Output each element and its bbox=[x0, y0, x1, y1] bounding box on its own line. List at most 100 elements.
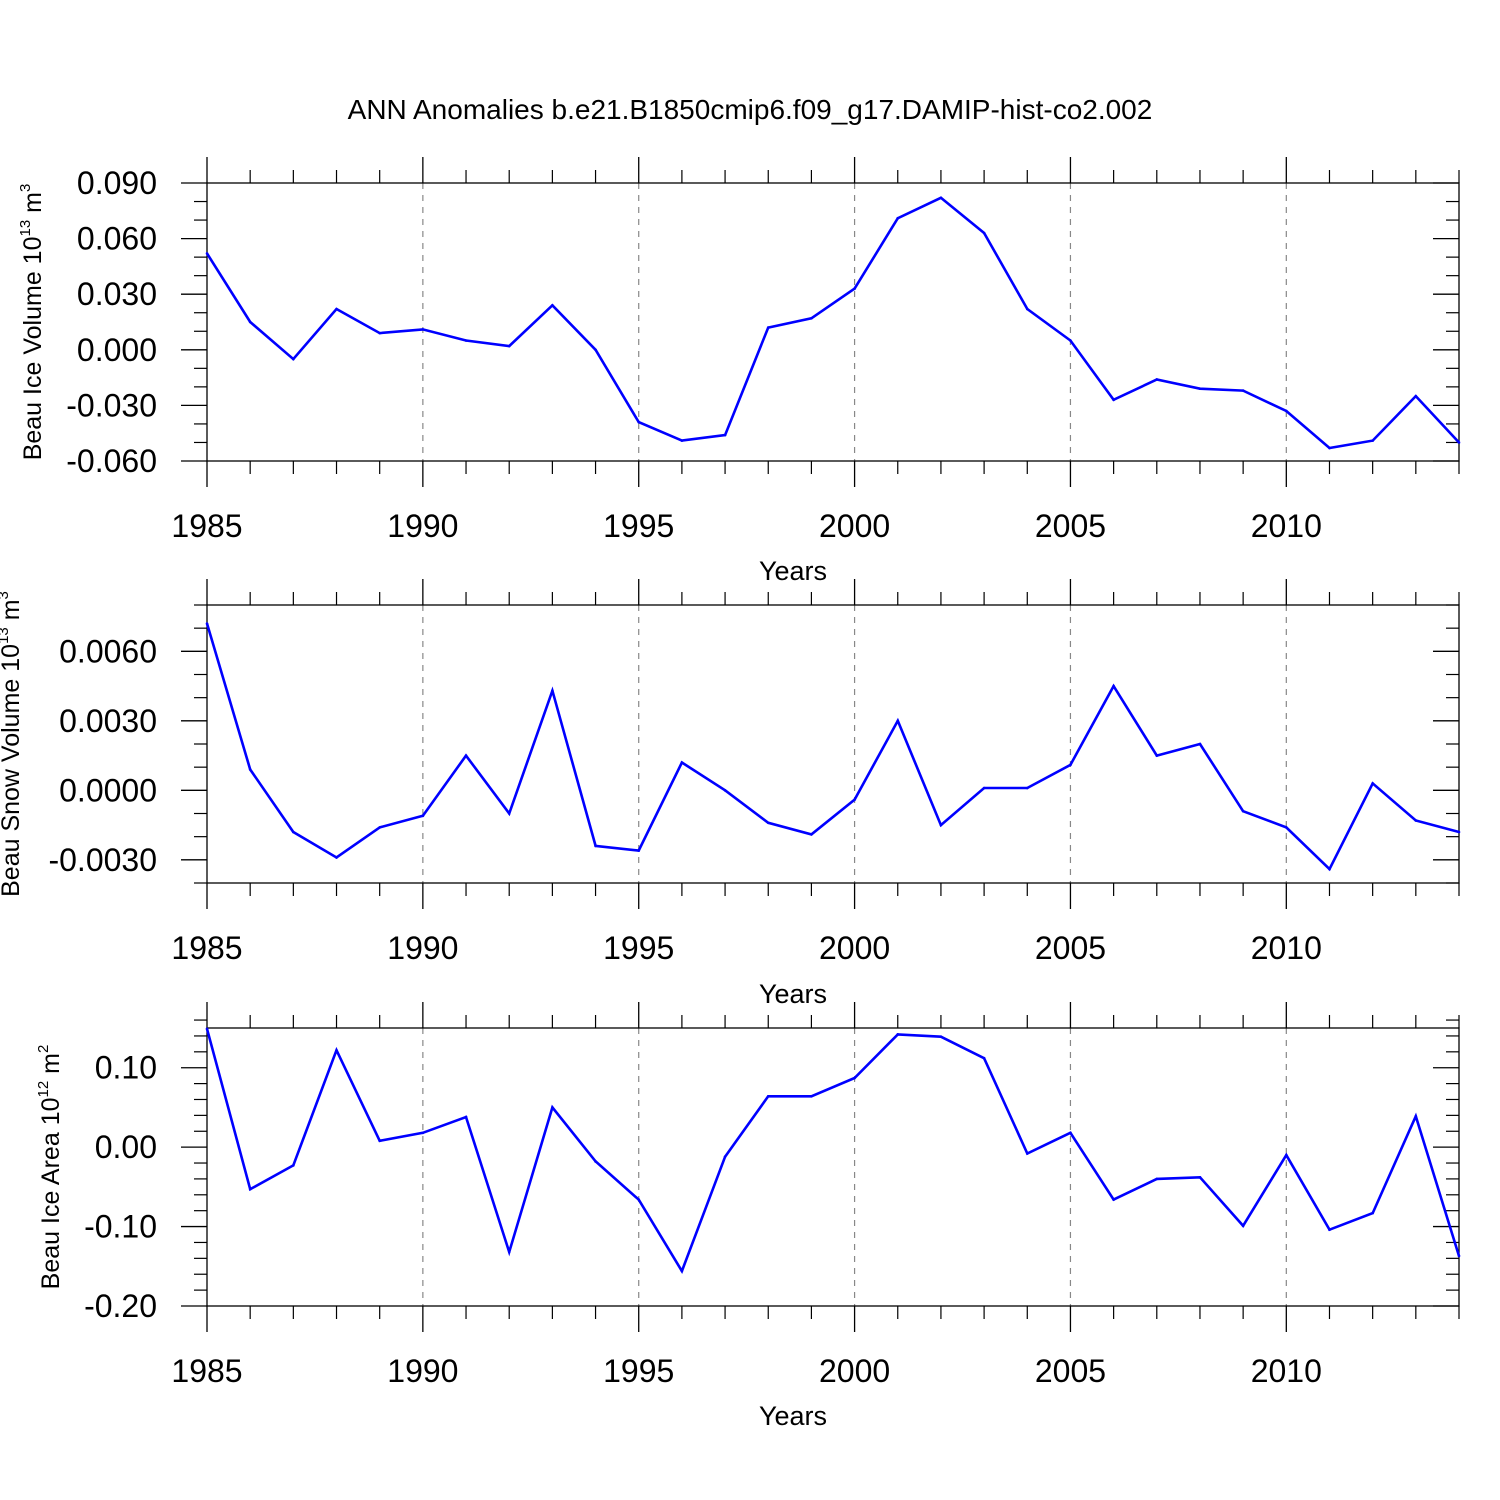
data-point bbox=[939, 1035, 943, 1039]
data-point bbox=[1285, 826, 1288, 829]
data-point bbox=[1025, 786, 1029, 790]
y-axis-label-unit: m bbox=[37, 1053, 65, 1081]
data-point bbox=[594, 1160, 597, 1163]
data-point bbox=[335, 856, 338, 859]
data-point bbox=[982, 786, 986, 790]
data-point bbox=[248, 768, 252, 771]
y-tick-label: 0.00 bbox=[95, 1129, 157, 1165]
data-point bbox=[723, 1155, 727, 1158]
y-axis-label-main: Beau Snow Volume 10 bbox=[0, 644, 25, 897]
x-tick-label: 2000 bbox=[819, 508, 890, 544]
panel-3: 1985 1990 1995 2000 2005 2010 -0.20 -0.10 0.00 0.… bbox=[35, 1002, 1461, 1431]
data-point bbox=[1198, 387, 1202, 391]
x-tick-label: 1985 bbox=[171, 930, 242, 966]
data-point bbox=[421, 1131, 425, 1135]
y-tick-label: -0.030 bbox=[66, 387, 157, 423]
data-point bbox=[1155, 1177, 1159, 1181]
data-point bbox=[810, 833, 813, 836]
data-point bbox=[464, 1115, 468, 1119]
data-point bbox=[421, 814, 425, 818]
y-tick-label: 0.090 bbox=[77, 165, 157, 201]
data-point bbox=[1155, 754, 1159, 757]
data-point bbox=[1414, 1114, 1418, 1118]
data-point bbox=[680, 761, 684, 764]
x-tick-label: 2010 bbox=[1251, 1353, 1322, 1389]
data-point bbox=[378, 1139, 381, 1143]
data-point bbox=[637, 849, 641, 852]
data-point bbox=[1457, 1254, 1461, 1258]
data-point bbox=[594, 348, 597, 352]
data-point bbox=[1241, 1224, 1245, 1228]
x-axis-label: Years bbox=[759, 979, 827, 1009]
data-point bbox=[1025, 307, 1029, 311]
data-point bbox=[378, 826, 381, 829]
y-tick-label: -0.10 bbox=[84, 1209, 157, 1245]
data-point bbox=[1414, 819, 1418, 822]
data-point bbox=[1025, 1152, 1029, 1155]
data-point bbox=[248, 320, 252, 324]
data-point bbox=[1371, 1211, 1374, 1215]
y-axis-label-unit-exponent: 2 bbox=[35, 1045, 52, 1053]
data-point bbox=[1241, 809, 1245, 813]
plot-frame bbox=[206, 604, 1460, 884]
data-point bbox=[292, 357, 295, 361]
y-tick-label: 0.060 bbox=[77, 221, 157, 257]
data-point bbox=[378, 331, 381, 335]
y-tick-label: 0.10 bbox=[95, 1050, 157, 1086]
data-point bbox=[464, 754, 468, 757]
data-point bbox=[1112, 398, 1115, 402]
data-point bbox=[939, 196, 943, 200]
y-tick-label: 0.000 bbox=[77, 332, 157, 368]
data-point bbox=[939, 823, 943, 827]
y-axis-label-exponent: 12 bbox=[35, 1081, 52, 1098]
data-point bbox=[1155, 378, 1159, 381]
data-point bbox=[766, 326, 770, 329]
data-point bbox=[551, 689, 554, 693]
y-tick-label: 0.030 bbox=[77, 276, 157, 312]
y-axis-label-unit-exponent: 3 bbox=[0, 591, 12, 599]
data-point bbox=[1069, 763, 1072, 767]
x-tick-label: 1985 bbox=[171, 1353, 242, 1389]
data-point bbox=[292, 1164, 295, 1167]
x-tick-label: 1990 bbox=[387, 508, 458, 544]
data-point bbox=[1112, 684, 1115, 688]
data-point bbox=[335, 1048, 338, 1052]
data-point bbox=[853, 287, 856, 290]
plot-frame bbox=[206, 1027, 1460, 1307]
y-tick-label: 0.0060 bbox=[59, 633, 157, 669]
series-line-1 bbox=[205, 196, 1460, 450]
x-axis-label: Years bbox=[759, 556, 827, 586]
data-point bbox=[637, 420, 641, 424]
data-point bbox=[680, 1269, 684, 1273]
data-point bbox=[507, 1250, 511, 1254]
data-point bbox=[1285, 1153, 1288, 1157]
data-point bbox=[1069, 1131, 1072, 1135]
data-point bbox=[853, 1076, 856, 1080]
y-axis-label-unit: m bbox=[19, 192, 47, 220]
data-point bbox=[723, 789, 727, 792]
y-tick-label: 0.0000 bbox=[59, 772, 157, 808]
x-tick-label: 1990 bbox=[387, 1353, 458, 1389]
data-point bbox=[292, 830, 295, 834]
data-point bbox=[1069, 339, 1072, 342]
data-point bbox=[205, 252, 209, 255]
x-tick-label: 1995 bbox=[603, 930, 674, 966]
data-point bbox=[982, 1056, 986, 1060]
y-tick-label: -0.20 bbox=[84, 1288, 157, 1324]
figure-title: ANN Anomalies b.e21.B1850cmip6.f09_g17.D… bbox=[348, 94, 1153, 125]
data-point bbox=[1457, 441, 1461, 444]
data-point bbox=[1371, 782, 1374, 785]
data-point bbox=[1328, 867, 1331, 871]
y-tick-label: -0.0030 bbox=[48, 842, 157, 878]
x-tick-label: 1995 bbox=[603, 1353, 674, 1389]
data-point bbox=[1198, 1176, 1202, 1179]
data-point bbox=[464, 339, 468, 342]
data-point bbox=[766, 1095, 770, 1098]
data-point bbox=[205, 622, 209, 625]
y-tick-label: 0.0030 bbox=[59, 703, 157, 739]
data-point bbox=[594, 844, 597, 848]
x-tick-label: 2005 bbox=[1035, 930, 1106, 966]
data-point bbox=[551, 1106, 554, 1109]
y-axis-label-exponent: 13 bbox=[0, 627, 12, 644]
data-point bbox=[1371, 439, 1374, 442]
